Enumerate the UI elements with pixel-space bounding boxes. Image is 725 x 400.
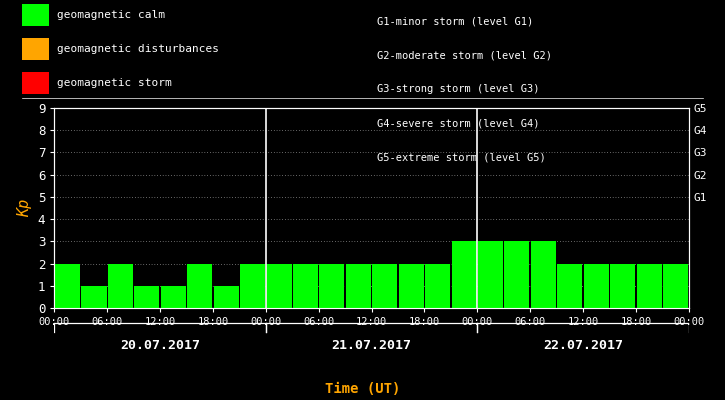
Text: geomagnetic calm: geomagnetic calm <box>57 10 165 20</box>
Text: G4-severe storm (level G4): G4-severe storm (level G4) <box>377 118 539 128</box>
Bar <box>584 264 609 308</box>
Bar <box>610 264 635 308</box>
Bar <box>663 264 688 308</box>
Bar <box>637 264 662 308</box>
Text: Time (UT): Time (UT) <box>325 382 400 396</box>
Bar <box>425 264 450 308</box>
Bar <box>81 286 107 308</box>
Text: G5-extreme storm (level G5): G5-extreme storm (level G5) <box>377 152 546 162</box>
Text: 20.07.2017: 20.07.2017 <box>120 339 200 352</box>
Bar <box>108 264 133 308</box>
Bar <box>372 264 397 308</box>
Bar <box>161 286 186 308</box>
Text: G1-minor storm (level G1): G1-minor storm (level G1) <box>377 16 534 26</box>
Text: 22.07.2017: 22.07.2017 <box>543 339 623 352</box>
Bar <box>214 286 239 308</box>
Bar <box>452 241 476 308</box>
Text: G2-moderate storm (level G2): G2-moderate storm (level G2) <box>377 50 552 60</box>
Bar <box>293 264 318 308</box>
Text: G3-strong storm (level G3): G3-strong storm (level G3) <box>377 84 539 94</box>
Bar <box>399 264 424 308</box>
Bar <box>478 241 503 308</box>
Bar <box>187 264 212 308</box>
Bar <box>346 264 371 308</box>
Bar <box>267 264 291 308</box>
Bar <box>319 264 344 308</box>
Y-axis label: Kp: Kp <box>17 199 33 217</box>
Text: geomagnetic storm: geomagnetic storm <box>57 78 171 88</box>
Text: 21.07.2017: 21.07.2017 <box>331 339 412 352</box>
Bar <box>531 241 556 308</box>
Bar <box>134 286 160 308</box>
Bar <box>505 241 529 308</box>
Bar <box>558 264 582 308</box>
Bar <box>55 264 80 308</box>
Bar <box>240 264 265 308</box>
Text: geomagnetic disturbances: geomagnetic disturbances <box>57 44 218 54</box>
